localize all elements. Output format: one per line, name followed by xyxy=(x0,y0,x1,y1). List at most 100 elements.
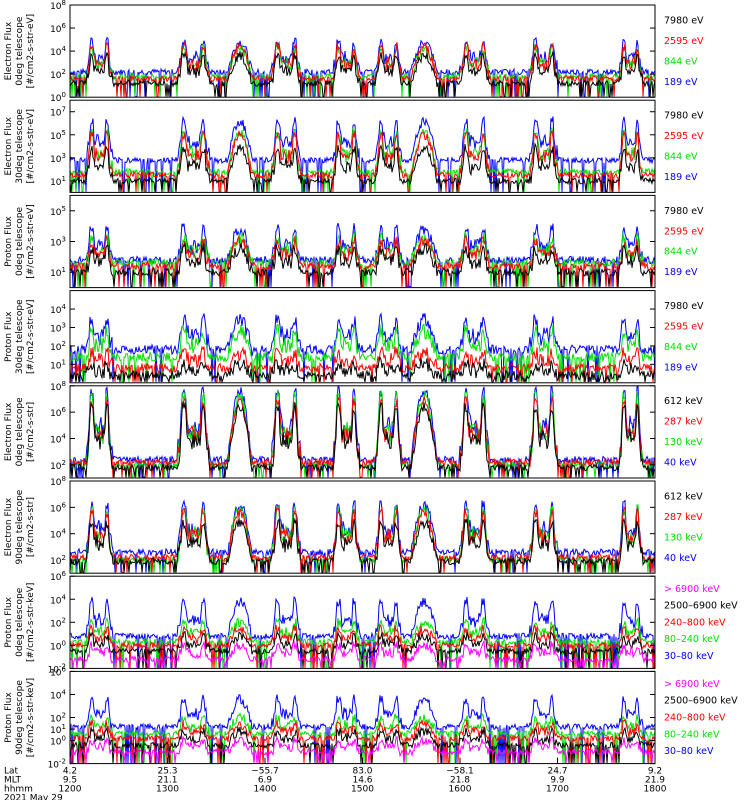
y-axis-label-line: Electron Flux xyxy=(4,402,14,461)
legend-entry: 130 keV xyxy=(664,532,703,543)
x-row-label: hhmm xyxy=(4,785,33,795)
y-tick-exponent: 6 xyxy=(62,501,67,509)
y-tick-base: 10 xyxy=(50,504,62,514)
legend-entry: 7980 eV xyxy=(664,111,704,122)
y-axis-label-line: 0deg telescope xyxy=(15,207,25,277)
y-tick-exponent: 2 xyxy=(62,459,66,467)
y-axis-label: TEDElectron Flux0deg telescope[#/cm2-s-s… xyxy=(0,14,36,89)
legend-entry: 2595 eV xyxy=(664,36,704,47)
legend-entry: 189 eV xyxy=(664,172,698,183)
y-tick-label: 104 xyxy=(50,688,66,701)
y-tick-label: 106 xyxy=(50,501,66,514)
y-axis-label-line: Proton Flux xyxy=(4,692,14,743)
y-axis-label-line: [#/cm2-s-str] xyxy=(26,402,36,462)
legend-entry: 844 eV xyxy=(664,342,698,353)
legend-entry: 7980 eV xyxy=(664,15,704,26)
y-axis-label-line: [#/cm2-s-str-keV] xyxy=(26,678,36,757)
y-axis-label-line: MEPED xyxy=(0,606,3,638)
legend-entry: 40 keV xyxy=(664,458,697,469)
legend-entry: 612 keV xyxy=(664,396,703,407)
y-tick-label: 103 xyxy=(50,321,66,334)
y-axis-label-line: [#/cm2-s-str-keV] xyxy=(26,583,36,662)
y-tick-base: 10 xyxy=(50,726,62,736)
y-tick-label: 102 xyxy=(50,554,66,567)
legend-entry: 844 eV xyxy=(664,152,698,163)
y-tick-exponent: 1 xyxy=(62,266,66,274)
y-tick-base: 10 xyxy=(50,324,62,334)
y-tick-label: 101 xyxy=(50,175,66,188)
y-tick-base: 10 xyxy=(50,409,62,419)
y-tick-label: 106 xyxy=(50,406,66,419)
legend-entry: 2500–6900 keV xyxy=(664,696,738,707)
y-tick-base: 10 xyxy=(50,269,62,279)
legend-entry: 2595 eV xyxy=(664,226,704,237)
y-axis-label-line: 0deg telescope xyxy=(15,587,25,657)
y-axis-label-line: [#/cm2-s-str] xyxy=(26,497,36,557)
series-line-red xyxy=(70,345,655,383)
y-tick-label: 105 xyxy=(50,129,66,142)
series-line-black xyxy=(70,725,655,764)
panel-series-group xyxy=(70,312,655,383)
panel-series-group xyxy=(70,693,655,764)
y-tick-base: 10 xyxy=(50,208,62,218)
legend-entry: 80–240 keV xyxy=(664,729,720,740)
series-line-red xyxy=(70,41,655,98)
y-tick-base: 10 xyxy=(50,71,62,81)
y-tick-base: 10 xyxy=(48,665,60,675)
legend-entry: 40 keV xyxy=(664,553,697,564)
y-tick-base: 10 xyxy=(50,557,62,567)
panel-series-group xyxy=(70,222,655,288)
x-tick-mlt: 6.9 xyxy=(258,776,273,786)
x-row-label: MLT xyxy=(4,776,22,786)
y-axis-label-line: Electron Flux xyxy=(4,116,14,175)
y-tick-label: 102 xyxy=(50,616,66,629)
y-axis-label-line: Proton Flux xyxy=(4,216,14,267)
y-tick-base: 10 xyxy=(50,109,62,119)
y-tick-label: 106 xyxy=(50,665,66,678)
x-tick-mlt: 14.6 xyxy=(352,776,372,786)
x-tick-lat: 83.0 xyxy=(352,767,372,777)
y-tick-base: 10 xyxy=(50,738,62,748)
y-tick-exponent: 5 xyxy=(62,205,66,213)
y-tick-label: 102 xyxy=(50,459,66,472)
legend-entry: 287 keV xyxy=(664,512,703,523)
y-axis-label-line: Proton Flux xyxy=(4,596,14,647)
y-axis-label-line: [#/cm2-s-str-eV] xyxy=(26,299,36,374)
y-tick-label: 104 xyxy=(50,303,66,316)
series-line-magenta xyxy=(70,639,655,669)
legend-entry: 2595 eV xyxy=(664,131,704,142)
series-line-blue xyxy=(70,693,655,764)
legend-entry: 189 eV xyxy=(664,267,698,278)
y-tick-base: 10 xyxy=(50,2,62,12)
y-tick-base: 10 xyxy=(50,573,62,583)
y-tick-exponent: -2 xyxy=(59,662,66,670)
y-tick-exponent: 2 xyxy=(62,712,66,720)
panel-series-group xyxy=(70,36,655,98)
y-tick-base: 10 xyxy=(50,343,62,353)
y-axis-label-line: MEPED xyxy=(0,416,3,448)
y-tick-exponent: 2 xyxy=(62,68,66,76)
y-axis-label: TEDProton Flux30deg telescope[#/cm2-s-st… xyxy=(0,299,36,374)
y-tick-label: 103 xyxy=(50,152,66,165)
legend-entry: 612 keV xyxy=(664,491,703,502)
legend-entry: 7980 eV xyxy=(664,206,704,217)
y-axis-label: MEPEDElectron Flux90deg telescope[#/cm2-… xyxy=(0,489,36,564)
y-tick-exponent: 2 xyxy=(62,616,66,624)
y-tick-base: 10 xyxy=(50,361,62,371)
y-tick-exponent: 8 xyxy=(62,0,66,7)
x-tick-mlt: 21.8 xyxy=(450,776,470,786)
x-tick-hhmm: 1300 xyxy=(156,785,179,795)
y-tick-exponent: 4 xyxy=(62,688,67,696)
x-tick-lat: −58.1 xyxy=(446,767,474,777)
y-tick-base: 10 xyxy=(50,619,62,629)
y-tick-exponent: -2 xyxy=(59,758,66,766)
y-tick-base: 10 xyxy=(50,383,62,393)
series-line-black xyxy=(70,630,655,669)
y-axis-label-line: TED xyxy=(0,42,3,61)
x-tick-mlt: 21.1 xyxy=(157,776,177,786)
series-line-green xyxy=(70,712,655,764)
y-tick-exponent: 2 xyxy=(62,340,66,348)
y-tick-label: 104 xyxy=(50,432,66,445)
